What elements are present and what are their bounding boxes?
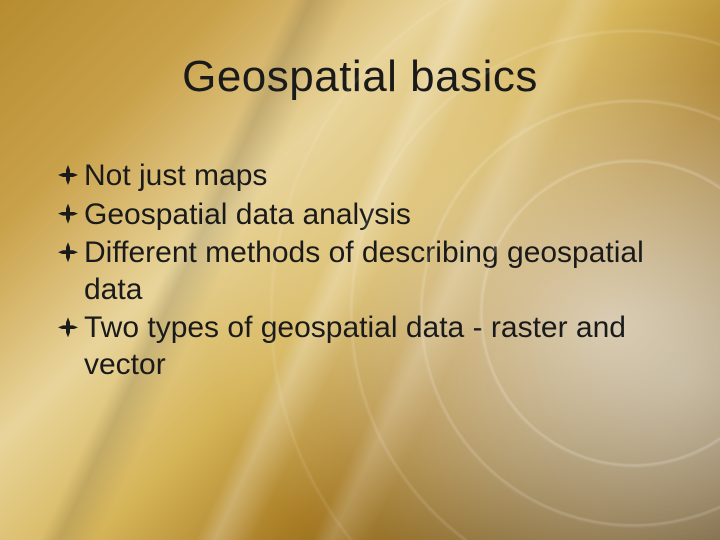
slide: Geospatial basics Not just maps Geospati… (0, 0, 720, 540)
plus-icon (58, 204, 78, 224)
plus-icon (58, 165, 78, 185)
bullet-item: Geospatial data analysis (58, 197, 680, 234)
bullet-text: Geospatial data analysis (84, 197, 680, 234)
plus-icon (58, 242, 78, 262)
slide-title: Geospatial basics (0, 52, 720, 102)
slide-body: Not just maps Geospatial data analysis D… (58, 158, 680, 386)
bullet-item: Not just maps (58, 158, 680, 195)
bullet-item: Two types of geospatial data - raster an… (58, 310, 680, 383)
bullet-text: Two types of geospatial data - raster an… (84, 310, 680, 383)
bullet-text: Not just maps (84, 158, 680, 195)
plus-icon (58, 317, 78, 337)
bullet-item: Different methods of describing geospati… (58, 235, 680, 308)
bullet-text: Different methods of describing geospati… (84, 235, 680, 308)
